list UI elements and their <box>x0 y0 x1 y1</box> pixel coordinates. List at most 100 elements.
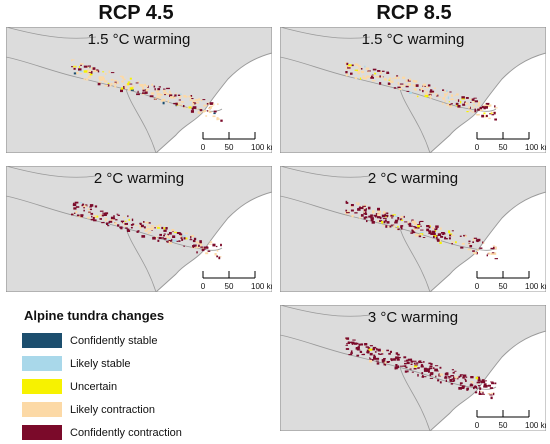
tundra-patch <box>446 103 450 106</box>
tundra-patch <box>466 387 469 391</box>
tundra-patch <box>414 89 417 91</box>
tundra-patch <box>375 216 377 218</box>
tundra-patch <box>149 227 154 231</box>
tundra-patch <box>413 88 417 91</box>
tundra-patch <box>396 366 399 369</box>
tundra-patch <box>404 365 407 368</box>
tundra-patch <box>365 346 369 348</box>
tundra-patch <box>348 341 350 343</box>
tundra-patch <box>346 343 348 345</box>
tundra-patch <box>124 222 128 225</box>
tundra-patch <box>356 349 361 351</box>
tundra-patch <box>196 246 200 249</box>
tundra-patch <box>202 99 206 101</box>
tundra-patch <box>350 72 353 75</box>
tundra-patch <box>439 381 442 384</box>
sea-area <box>155 191 272 292</box>
tundra-patch <box>189 239 193 241</box>
tundra-patch <box>485 114 488 117</box>
tundra-patch <box>162 98 166 102</box>
tundra-patch <box>110 218 114 221</box>
tundra-patch <box>158 86 161 88</box>
tundra-patch <box>188 95 191 98</box>
tundra-patch <box>144 83 146 86</box>
tundra-patch <box>166 241 169 243</box>
tundra-patch <box>478 378 481 380</box>
tundra-patch <box>101 79 104 81</box>
tundra-patch <box>364 65 366 68</box>
tundra-patch <box>462 385 466 387</box>
tundra-patch <box>144 89 147 92</box>
tundra-patch <box>137 90 139 94</box>
tundra-patch <box>200 246 203 248</box>
tundra-patch <box>161 226 164 230</box>
tundra-patch <box>91 67 93 70</box>
tundra-patch <box>381 214 386 218</box>
tundra-patch <box>87 216 90 219</box>
tundra-patch <box>450 98 454 101</box>
tundra-patch <box>192 103 195 106</box>
tundra-patch <box>469 98 474 100</box>
tundra-patch <box>73 207 77 210</box>
tundra-patch <box>474 108 476 110</box>
tundra-patch <box>470 376 474 379</box>
legend-label: Likely contraction <box>70 403 155 416</box>
tundra-patch <box>156 93 160 96</box>
tundra-patch <box>176 232 180 234</box>
tundra-patch <box>99 214 103 217</box>
tundra-patch <box>209 102 214 105</box>
tundra-patch <box>490 112 493 114</box>
tundra-patch <box>163 88 166 90</box>
tundra-patch <box>98 81 102 83</box>
tundra-patch <box>449 234 452 237</box>
tundra-patch <box>113 218 116 220</box>
tundra-patch <box>465 376 468 378</box>
tundra-patch <box>420 225 422 227</box>
tundra-patch <box>475 387 478 389</box>
tundra-patch <box>212 243 216 247</box>
tundra-patch <box>402 76 406 79</box>
tundra-patch <box>383 363 386 366</box>
tundra-patch <box>351 214 354 218</box>
tundra-patch <box>169 242 172 245</box>
legend-swatch <box>22 402 62 417</box>
tundra-patch <box>71 66 73 68</box>
tundra-patch <box>130 224 134 226</box>
tundra-patch <box>449 104 452 106</box>
border-line <box>6 27 97 39</box>
tundra-patch <box>428 230 432 233</box>
tundra-patch <box>435 375 437 378</box>
legend-label: Likely stable <box>70 357 131 370</box>
tundra-patch <box>145 85 149 88</box>
tundra-patch <box>431 90 435 93</box>
tundra-patch <box>451 369 454 371</box>
tundra-patch <box>407 220 410 224</box>
tundra-patch <box>472 241 474 243</box>
tundra-patch <box>145 88 149 91</box>
tundra-patch <box>123 78 126 80</box>
tundra-patch <box>372 348 376 351</box>
tundra-patch <box>193 244 197 247</box>
tundra-patch <box>430 89 433 91</box>
tundra-patch <box>473 237 478 239</box>
tundra-patch <box>465 97 469 99</box>
tundra-patch <box>158 236 162 240</box>
tundra-patch <box>434 369 438 372</box>
tundra-patch <box>174 94 177 97</box>
tundra-patch <box>483 383 487 386</box>
tundra-patch <box>407 83 411 86</box>
tundra-patch <box>100 76 105 78</box>
tundra-patch <box>487 384 491 387</box>
tundra-patch <box>418 221 421 224</box>
tundra-patch <box>345 348 350 350</box>
tundra-patch <box>389 215 392 218</box>
tundra-patch <box>176 240 179 242</box>
tundra-patch <box>451 235 455 237</box>
tundra-patch <box>484 106 488 109</box>
tundra-patch <box>172 235 176 238</box>
tundra-patch <box>183 237 186 240</box>
tundra-patch <box>377 348 381 352</box>
tundra-patch <box>103 80 108 83</box>
tundra-patch <box>362 75 365 77</box>
tundra-patch <box>442 89 445 91</box>
